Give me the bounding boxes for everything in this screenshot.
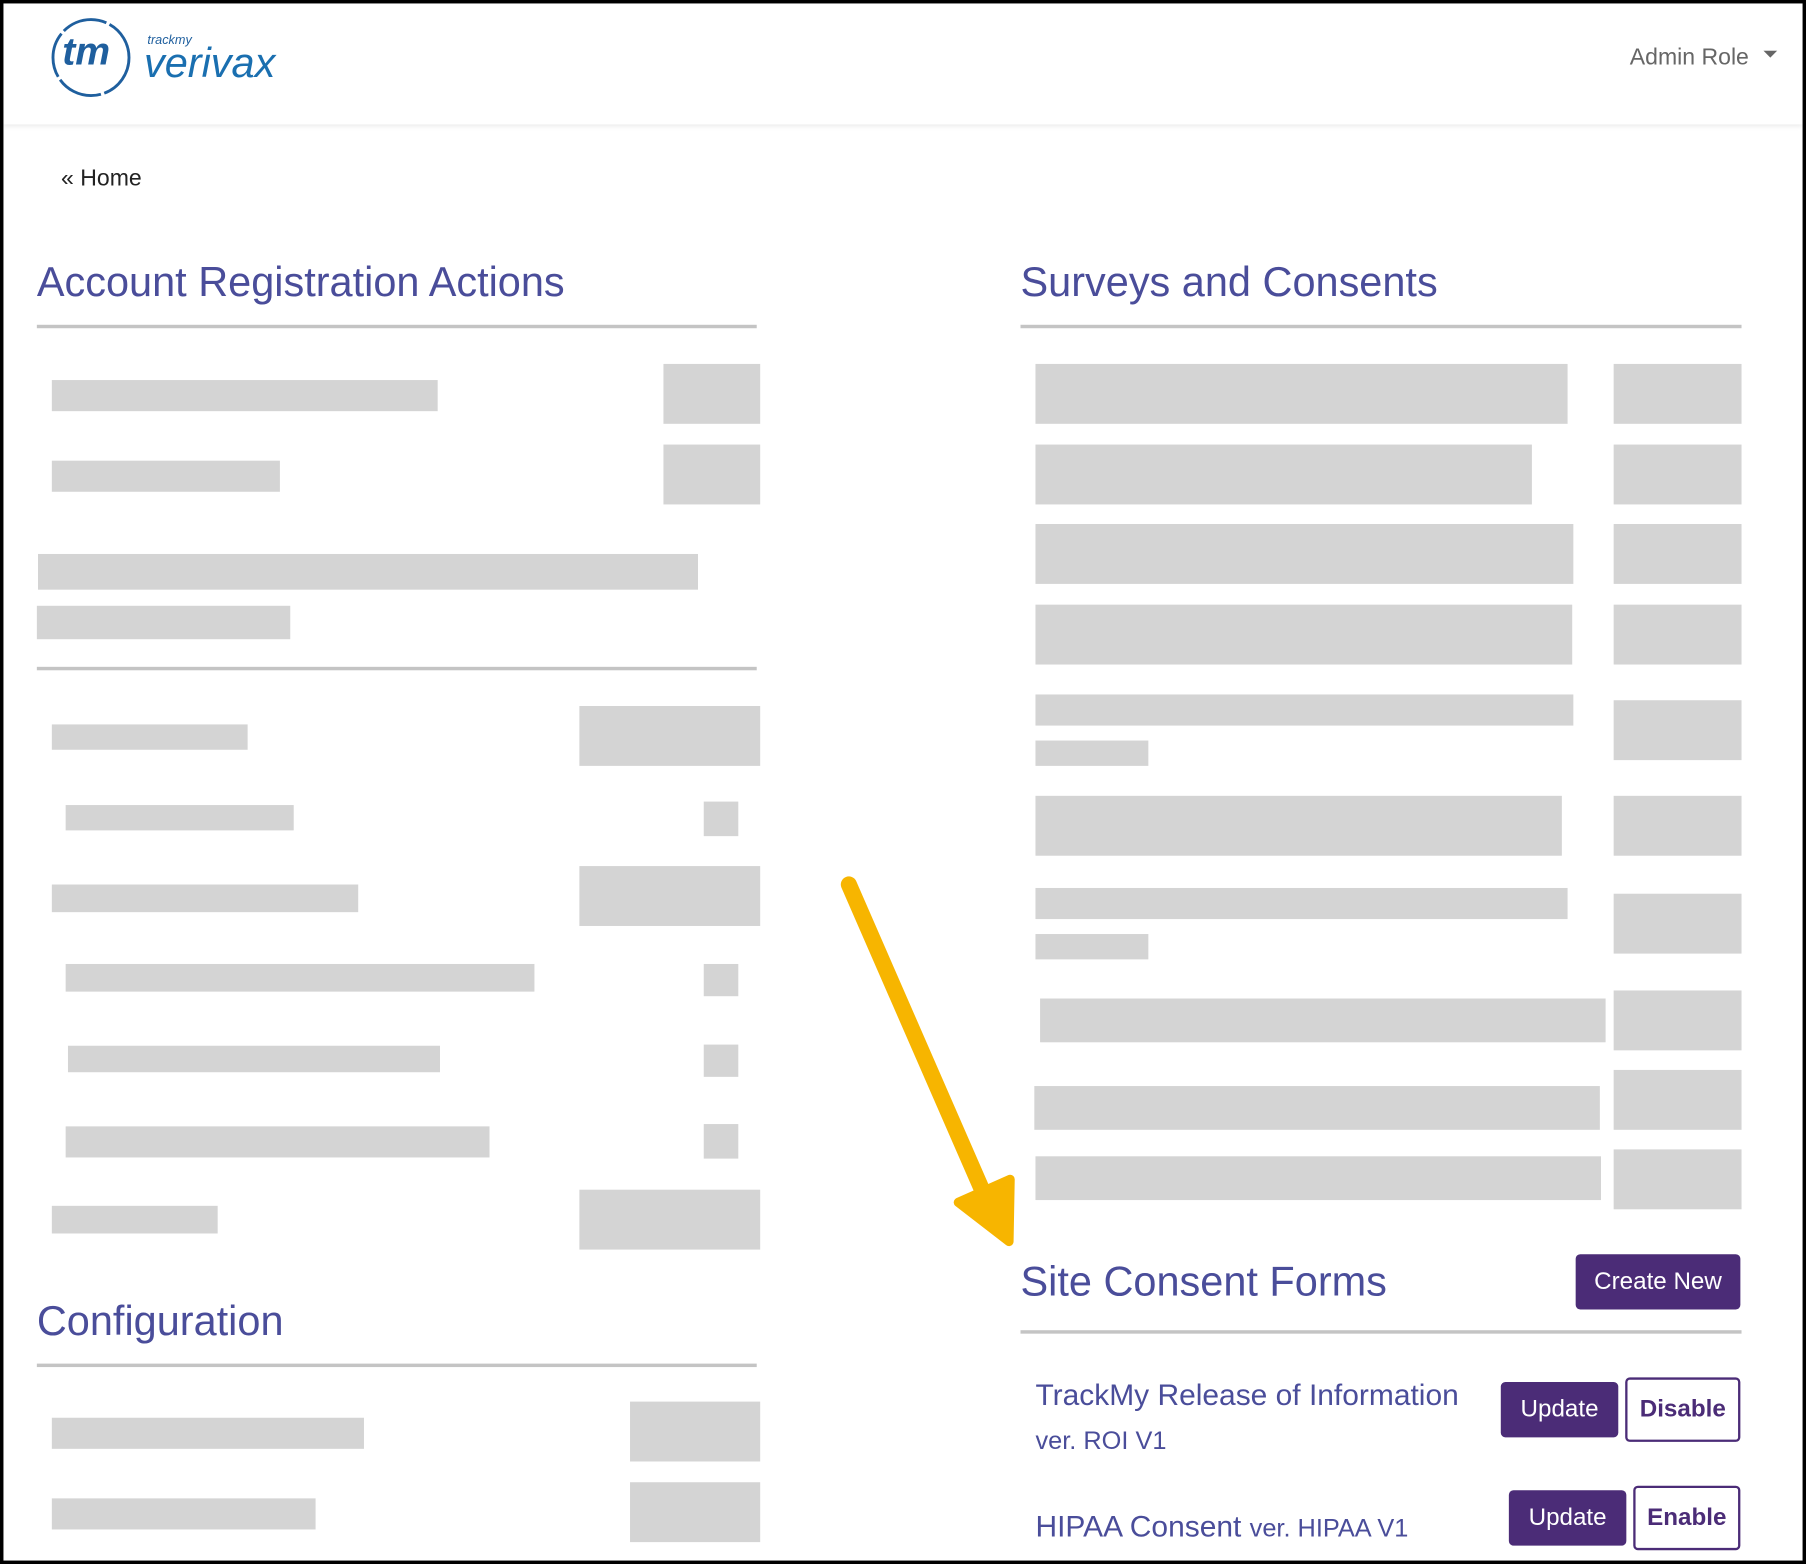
user-menu[interactable]: Admin Role bbox=[1629, 44, 1749, 71]
divider bbox=[1020, 1330, 1742, 1334]
form-name: TrackMy Release of Information bbox=[1035, 1377, 1459, 1412]
form-version: ver. ROI V1 bbox=[1035, 1425, 1167, 1455]
update-button[interactable]: Update bbox=[1500, 1382, 1619, 1438]
section-title: Site Consent Forms bbox=[1020, 1257, 1387, 1305]
section-title: Surveys and Consents bbox=[1020, 257, 1438, 306]
divider bbox=[1020, 324, 1742, 329]
caret bbox=[1763, 50, 1778, 58]
create-button[interactable]: Create New bbox=[1575, 1254, 1741, 1310]
divider bbox=[36, 324, 757, 329]
header bbox=[3, 3, 1803, 125]
logo-small: trackmy bbox=[147, 33, 192, 48]
logo-mark: tm bbox=[62, 29, 111, 74]
enable-button[interactable]: Enable bbox=[1633, 1485, 1741, 1551]
form-name-text: HIPAA Consent bbox=[1035, 1508, 1242, 1544]
divider bbox=[36, 666, 757, 671]
section-title: Configuration bbox=[36, 1296, 284, 1345]
home-link[interactable]: « Home bbox=[61, 165, 142, 192]
form-name: HIPAA Consent ver. HIPAA V1 bbox=[1035, 1509, 1408, 1545]
divider bbox=[36, 1363, 757, 1368]
update-button[interactable]: Update bbox=[1508, 1490, 1627, 1546]
disable-button[interactable]: Disable bbox=[1625, 1377, 1741, 1442]
logo-name: verivax bbox=[143, 39, 276, 87]
section-title: Account Registration Actions bbox=[36, 257, 565, 306]
form-version: ver. HIPAA V1 bbox=[1249, 1513, 1409, 1543]
logo-circle bbox=[51, 18, 131, 98]
